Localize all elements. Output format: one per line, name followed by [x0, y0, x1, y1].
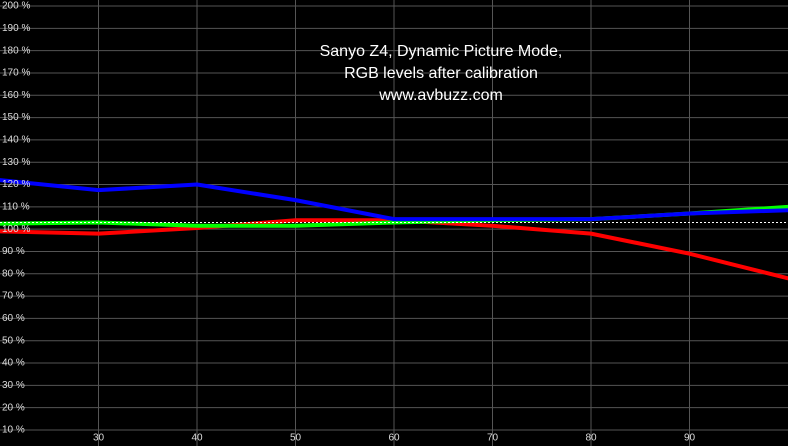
x-tick-label: 30	[93, 433, 105, 444]
x-tick-label: 50	[290, 433, 302, 444]
y-tick-label: 200 %	[2, 1, 30, 12]
x-tick-label: 60	[388, 433, 400, 444]
chart-title: Sanyo Z4, Dynamic Picture Mode,	[320, 43, 563, 60]
y-tick-label: 70 %	[2, 291, 25, 302]
y-tick-label: 30 %	[2, 380, 25, 391]
x-tick-label: 40	[191, 433, 203, 444]
y-tick-label: 40 %	[2, 358, 25, 369]
labels: Sanyo Z4, Dynamic Picture Mode, RGB leve…	[2, 1, 695, 444]
y-tick-label: 20 %	[2, 402, 25, 413]
y-tick-label: 110 %	[2, 201, 30, 212]
y-tick-label: 80 %	[2, 268, 25, 279]
y-tick-label: 130 %	[2, 157, 30, 168]
y-tick-label: 100 %	[2, 224, 30, 235]
y-tick-label: 190 %	[2, 23, 30, 34]
x-tick-label: 70	[487, 433, 499, 444]
y-tick-label: 10 %	[2, 425, 25, 436]
series-line	[0, 178, 788, 222]
y-tick-label: 140 %	[2, 135, 30, 146]
y-tick-label: 180 %	[2, 45, 30, 56]
chart-title: www.avbuzz.com	[378, 87, 503, 104]
y-tick-label: 90 %	[2, 246, 25, 257]
x-tick-label: 80	[585, 433, 597, 444]
x-tick-label: 90	[684, 433, 696, 444]
chart-title: RGB levels after calibration	[344, 65, 538, 82]
y-tick-label: 120 %	[2, 179, 30, 190]
lines	[0, 178, 788, 281]
y-tick-label: 160 %	[2, 90, 30, 101]
y-tick-label: 60 %	[2, 313, 25, 324]
y-tick-label: 170 %	[2, 68, 30, 79]
y-tick-label: 150 %	[2, 112, 30, 123]
y-tick-label: 50 %	[2, 335, 25, 346]
